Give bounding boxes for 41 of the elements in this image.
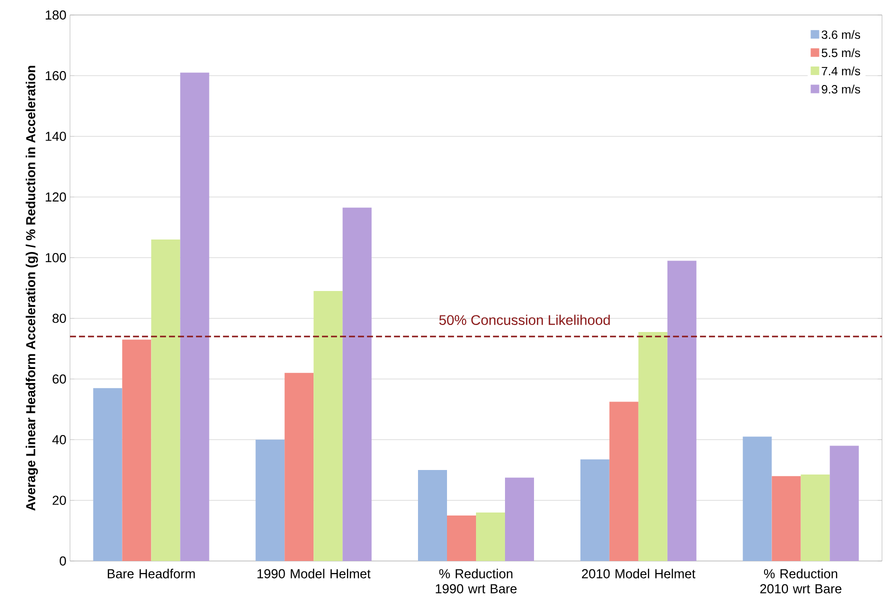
legend-label: 9.3 m/s — [822, 84, 860, 94]
x-tick-label: % Reduction 1990 wrt Bare — [436, 568, 517, 594]
bar — [151, 239, 180, 561]
bar — [93, 388, 122, 561]
bar — [505, 478, 534, 561]
bar — [122, 340, 152, 561]
x-tick-label: Bare Headform — [108, 568, 195, 578]
bar — [256, 440, 285, 561]
bar — [609, 402, 638, 561]
y-axis-title: Average Linear Headform Acceleration (g) / % Reduction in Acceleration — [26, 66, 38, 511]
ref-line-label: 50% Concussion Likelihood — [439, 314, 610, 326]
y-tick-label: 0 — [60, 556, 66, 566]
bar — [667, 260, 696, 561]
bar — [742, 436, 772, 561]
x-tick-label: 2010 Model Helmet — [582, 568, 696, 578]
bar — [447, 516, 476, 561]
bar — [580, 459, 610, 561]
y-tick-label: 120 — [46, 192, 66, 202]
y-tick-label: 160 — [46, 71, 66, 80]
bar — [180, 72, 210, 561]
bar — [342, 208, 372, 561]
legend-label: 7.4 m/s — [822, 66, 860, 76]
y-tick-label: 140 — [46, 132, 66, 141]
bar — [418, 470, 448, 561]
bar — [772, 476, 801, 561]
x-tick-label: % Reduction 2010 wrt Bare — [760, 568, 842, 594]
bar — [314, 291, 343, 561]
y-tick-label: 180 — [46, 10, 66, 20]
bar — [830, 446, 859, 561]
y-tick-label: 20 — [52, 496, 66, 505]
bar — [638, 332, 668, 561]
y-tick-label: 100 — [46, 253, 66, 262]
legend-label: 3.6 m/s — [822, 30, 860, 39]
bar — [284, 372, 314, 561]
y-tick-label: 80 — [52, 314, 66, 323]
y-tick-label: 40 — [52, 435, 66, 444]
x-tick-label: 1990 Model Helmet — [258, 568, 371, 578]
bar — [800, 474, 830, 561]
legend-label: 5.5 m/s — [822, 48, 860, 58]
y-tick-label: 60 — [52, 374, 66, 384]
bar — [476, 512, 506, 561]
